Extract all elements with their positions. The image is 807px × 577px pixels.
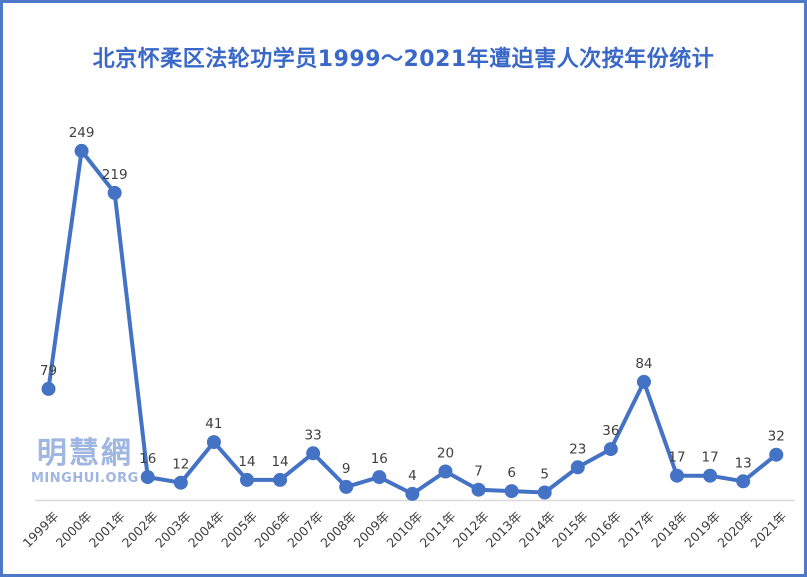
data-label-2008年: 9 [342, 461, 351, 477]
x-axis-label-2017年: 2017年 [615, 509, 657, 551]
data-point-1999年 [41, 381, 56, 396]
data-label-2002年: 16 [139, 451, 156, 467]
data-point-2009年 [372, 470, 387, 485]
data-label-2014年: 5 [540, 467, 549, 483]
series-line [46, 148, 779, 496]
data-point-2021年 [769, 447, 784, 462]
x-axis-label-2001年: 2001年 [86, 509, 128, 551]
data-point-2005年 [239, 472, 254, 487]
data-point-2017年 [636, 374, 651, 389]
data-point-2002年 [140, 470, 155, 485]
data-point-2003年 [173, 475, 188, 490]
x-axis-label-2006年: 2006年 [251, 509, 293, 551]
data-point-2010年 [405, 486, 420, 501]
data-label-2009年: 16 [371, 451, 388, 467]
x-axis-label-2008年: 2008年 [317, 509, 359, 551]
x-axis-label-2014年: 2014年 [516, 509, 558, 551]
data-label-2010年: 4 [408, 468, 417, 484]
watermark-url: MINGHUI.ORG [31, 471, 139, 486]
x-axis-label-2019年: 2019年 [681, 509, 723, 551]
data-point-2007年 [306, 446, 321, 461]
data-point-2001年 [107, 185, 122, 200]
x-axis-label-2000年: 2000年 [53, 509, 95, 551]
data-point-2006年 [273, 472, 288, 487]
data-label-2011年: 20 [437, 446, 454, 462]
data-label-2015年: 23 [569, 441, 586, 457]
x-axis-label-2013年: 2013年 [483, 509, 525, 551]
x-axis-label-2007年: 2007年 [284, 509, 326, 551]
data-point-2008年 [339, 479, 354, 494]
data-label-2012年: 7 [474, 464, 483, 480]
x-axis-label-2002年: 2002年 [119, 509, 161, 551]
data-point-2012年 [471, 482, 486, 497]
x-axis-label-2018年: 2018年 [648, 509, 690, 551]
watermark-chinese-logo: 明慧網 [36, 436, 133, 471]
data-label-1999年: 79 [40, 363, 57, 379]
data-label-2003年: 12 [172, 457, 189, 473]
x-axis-label-2003年: 2003年 [152, 509, 194, 551]
x-axis-label-2011年: 2011年 [417, 509, 459, 551]
data-label-2000年: 249 [69, 125, 95, 141]
data-point-2013年 [504, 484, 519, 499]
x-axis-label-2012年: 2012年 [450, 509, 492, 551]
data-point-2018年 [670, 468, 685, 483]
data-point-2019年 [703, 468, 718, 483]
x-axis-label-2020年: 2020年 [714, 509, 756, 551]
data-label-2020年: 13 [735, 455, 752, 471]
x-axis-label-2010年: 2010年 [384, 509, 426, 551]
data-label-2013年: 6 [507, 465, 516, 481]
data-label-2016年: 36 [602, 423, 619, 439]
x-axis-label-2021年: 2021年 [747, 509, 789, 551]
data-label-2004年: 41 [205, 416, 222, 432]
x-axis-label-2016年: 2016年 [582, 509, 624, 551]
data-label-2017年: 84 [635, 356, 652, 372]
data-point-2000年 [74, 143, 89, 158]
line-chart: 79 249 219 16 12 41 14 14 33 9 16 4 20 7 6 5 23 36 84 17 17 1… [20, 125, 795, 551]
data-label-2007年: 33 [305, 427, 322, 443]
chart-title: 北京怀柔区法轮功学员1999～2021年遭迫害人次按年份统计 [92, 47, 715, 72]
data-point-2014年 [537, 485, 552, 500]
data-point-2016年 [603, 442, 618, 457]
x-axis-label-1999年: 1999年 [20, 509, 62, 551]
data-label-2005年: 14 [238, 454, 255, 470]
data-point-2015年 [570, 460, 585, 475]
x-axis-label-2004年: 2004年 [185, 509, 227, 551]
data-label-2001年: 219 [102, 167, 128, 183]
data-point-2011年 [438, 464, 453, 479]
data-label-2021年: 32 [768, 429, 785, 445]
data-point-2020年 [736, 474, 751, 489]
data-label-2006年: 14 [271, 454, 288, 470]
data-point-2004年 [206, 435, 221, 450]
x-axis-label-2005年: 2005年 [218, 509, 260, 551]
data-label-2018年: 17 [668, 450, 685, 466]
x-axis-label-2009年: 2009年 [350, 509, 392, 551]
data-label-2019年: 17 [702, 450, 719, 466]
x-axis-label-2015年: 2015年 [549, 509, 591, 551]
minghui-watermark: 明慧網 MINGHUI.ORG [31, 436, 139, 486]
